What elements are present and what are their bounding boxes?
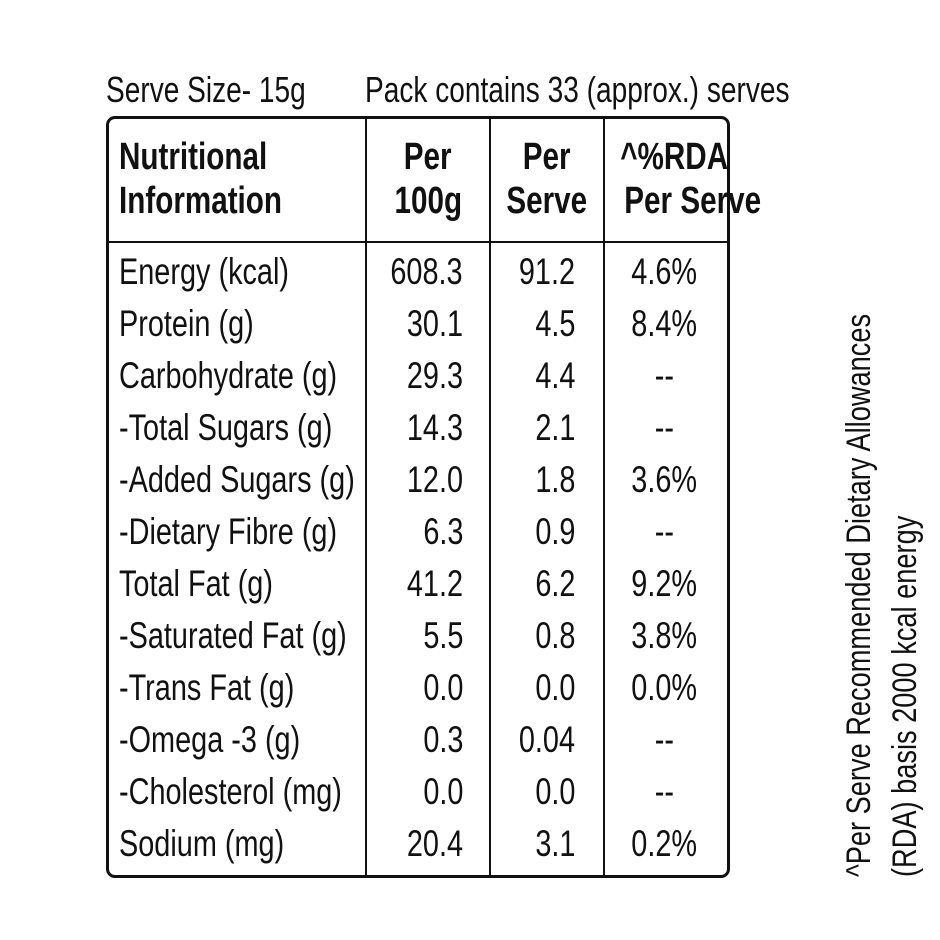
value-per-100g: 608.3 [390, 251, 463, 292]
nutrient-name: -Omega -3 (g) [119, 719, 301, 760]
header-col1-line1: Nutritional [119, 136, 268, 178]
nutrient-name: -Trans Fat (g) [119, 667, 295, 708]
nutrient-name: -Total Sugars (g) [119, 407, 333, 448]
table-row: -Cholesterol (mg) 0.0 0.0 -- [109, 766, 727, 818]
value-rda: -- [654, 407, 674, 448]
value-per-serve: 6.2 [534, 563, 575, 604]
value-per-100g: 20.4 [406, 823, 463, 864]
value-per-serve: 2.1 [534, 407, 575, 448]
value-per-100g: 0.3 [422, 719, 463, 760]
table-row: Carbohydrate (g) 29.3 4.4 -- [109, 350, 727, 402]
value-per-100g: 29.3 [406, 355, 463, 396]
value-per-100g: 14.3 [406, 407, 463, 448]
header-per-serve: Per Serve [491, 135, 603, 223]
column-divider-1 [365, 119, 367, 875]
nutrient-name: -Dietary Fibre (g) [119, 511, 338, 552]
pack-contains-label: Pack contains 33 (approx.) serves [365, 68, 909, 112]
value-rda: -- [654, 771, 674, 812]
nutrient-name: -Cholesterol (mg) [119, 771, 342, 812]
header-col4-line1: ^%RDA [620, 136, 729, 178]
rda-footnote: ^Per Serve Recommended Dietary Allowance… [836, 177, 928, 877]
value-per-serve: 0.0 [534, 771, 575, 812]
value-per-serve: 0.04 [518, 719, 575, 760]
table-row: Protein (g) 30.1 4.5 8.4% [109, 298, 727, 350]
value-rda: -- [654, 719, 674, 760]
header-col2-line1: Per [404, 136, 452, 178]
table-row: -Dietary Fibre (g) 6.3 0.9 -- [109, 506, 727, 558]
value-per-100g: 0.0 [422, 771, 463, 812]
header-rda-per-serve: ^%RDA Per Serve [605, 135, 761, 223]
header-col3-line1: Per [523, 136, 571, 178]
value-rda: 9.2% [631, 563, 697, 604]
table-row: -Omega -3 (g) 0.3 0.04 -- [109, 714, 727, 766]
value-per-100g: 12.0 [406, 459, 463, 500]
value-per-100g: 5.5 [422, 615, 463, 656]
value-rda: 3.6% [631, 459, 697, 500]
header-col3-line2: Serve [506, 180, 588, 222]
value-per-serve: 1.8 [534, 459, 575, 500]
header-col4-line2: Per Serve [624, 180, 762, 222]
nutrient-name: Protein (g) [119, 303, 254, 344]
rda-footnote-line1: ^Per Serve Recommended Dietary Allowance… [840, 313, 878, 877]
rda-footnote-line2: (RDA) basis 2000 kcal energy [886, 515, 924, 877]
value-rda: 3.8% [631, 615, 697, 656]
value-per-100g: 30.1 [406, 303, 463, 344]
header-nutritional-information: Nutritional Information [119, 135, 359, 223]
header-col2-line2: 100g [394, 180, 462, 222]
nutrient-name: -Added Sugars (g) [119, 459, 355, 500]
value-rda: 8.4% [631, 303, 697, 344]
nutrient-name: Total Fat (g) [119, 563, 273, 604]
value-per-serve: 0.0 [534, 667, 575, 708]
table-row: Total Fat (g) 41.2 6.2 9.2% [109, 558, 727, 610]
table-row: Energy (kcal) 608.3 91.2 4.6% [109, 246, 727, 298]
nutrition-table: Nutritional Information Per 100g Per Ser… [106, 116, 761, 878]
value-rda: 0.0% [631, 667, 697, 708]
nutrient-name: Carbohydrate (g) [119, 355, 338, 396]
value-rda: -- [654, 511, 674, 552]
value-per-serve: 0.9 [534, 511, 575, 552]
table-row: -Trans Fat (g) 0.0 0.0 0.0% [109, 662, 727, 714]
header-col1-line2: Information [119, 180, 283, 222]
serve-size-text: Serve Size- 15g [106, 69, 306, 110]
value-per-serve: 4.4 [534, 355, 575, 396]
value-per-serve: 3.1 [534, 823, 575, 864]
value-per-100g: 6.3 [422, 511, 463, 552]
nutrient-name: -Saturated Fat (g) [119, 615, 347, 656]
value-per-serve: 0.8 [534, 615, 575, 656]
table-row: -Total Sugars (g) 14.3 2.1 -- [109, 402, 727, 454]
column-divider-2 [489, 119, 491, 875]
header-per-100g: Per 100g [367, 135, 489, 223]
header-divider [109, 241, 727, 243]
value-per-serve: 91.2 [518, 251, 575, 292]
table-row: -Saturated Fat (g) 5.5 0.8 3.8% [109, 610, 727, 662]
pack-contains-text: Pack contains 33 (approx.) serves [365, 69, 790, 110]
serve-size-label: Serve Size- 15g [106, 68, 362, 112]
value-per-100g: 0.0 [422, 667, 463, 708]
column-divider-3 [603, 119, 605, 875]
value-rda: -- [654, 355, 674, 396]
table-row: Sodium (mg) 20.4 3.1 0.2% [109, 818, 727, 870]
value-rda: 0.2% [631, 823, 697, 864]
value-per-100g: 41.2 [406, 563, 463, 604]
nutrient-name: Energy (kcal) [119, 251, 290, 292]
table-row: -Added Sugars (g) 12.0 1.8 3.6% [109, 454, 727, 506]
value-per-serve: 4.5 [534, 303, 575, 344]
value-rda: 4.6% [631, 251, 697, 292]
nutrient-name: Sodium (mg) [119, 823, 285, 864]
